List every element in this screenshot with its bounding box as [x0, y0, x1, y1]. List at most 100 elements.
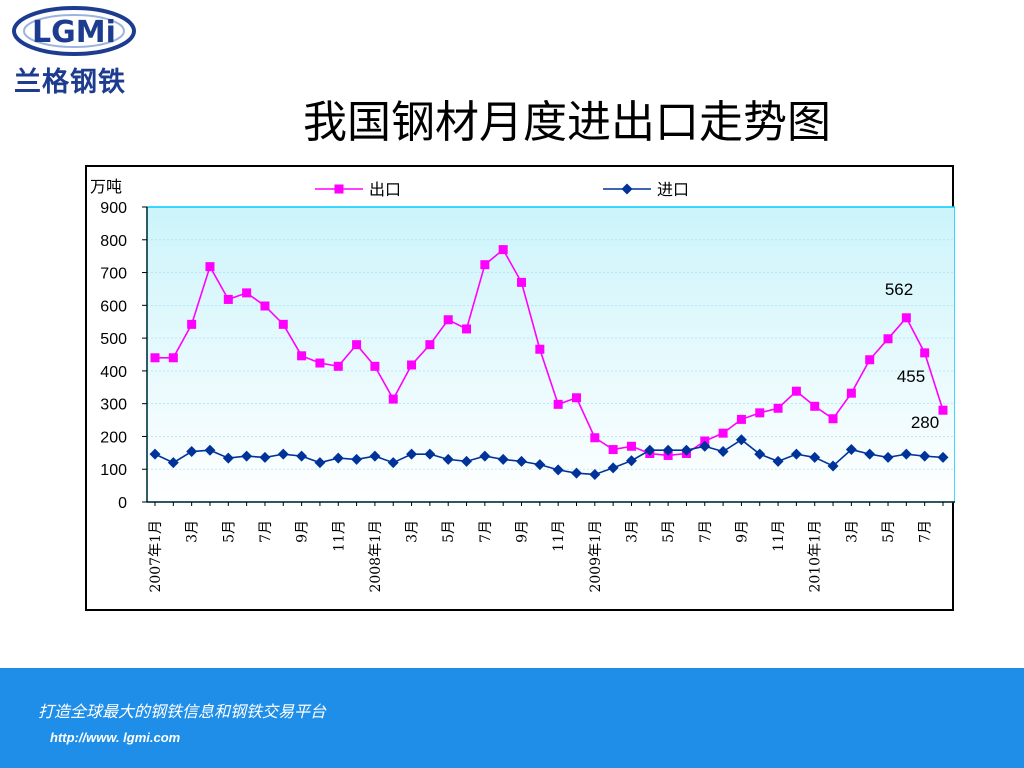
export-point — [498, 245, 508, 255]
export-point — [168, 353, 178, 363]
import-point — [772, 455, 784, 467]
import-point — [864, 448, 876, 460]
x-tick-label: 2010年1月 — [808, 520, 824, 593]
export-point — [901, 313, 911, 323]
export-point — [773, 403, 783, 413]
export-point — [462, 324, 472, 334]
y-tick-label: 700 — [100, 266, 127, 283]
export-point — [718, 428, 728, 438]
y-tick-label: 300 — [100, 397, 127, 414]
x-tick-label: 2009年1月 — [588, 520, 604, 593]
x-tick-label: 5月 — [221, 520, 237, 543]
import-point — [589, 468, 601, 480]
x-tick-label: 7月 — [258, 520, 274, 543]
import-point — [717, 446, 729, 458]
export-point — [810, 401, 820, 411]
import-point — [534, 459, 546, 471]
x-tick-label: 7月 — [478, 520, 494, 543]
x-tick-label: 2007年1月 — [148, 520, 164, 593]
export-point — [571, 393, 581, 403]
import-point — [900, 448, 912, 460]
y-tick-label: 500 — [100, 331, 127, 348]
export-point — [278, 319, 288, 329]
x-tick-label: 9月 — [295, 520, 311, 543]
x-tick-label: 5月 — [661, 520, 677, 543]
data-label: 280 — [911, 413, 939, 432]
brand-name: 兰格钢铁 — [14, 67, 126, 98]
import-point — [406, 448, 418, 460]
import-point — [479, 450, 491, 462]
import-point — [699, 440, 711, 452]
export-point — [352, 340, 362, 350]
import-point — [369, 450, 381, 462]
x-tick-label: 7月 — [698, 520, 714, 543]
export-point — [846, 388, 856, 398]
import-point — [607, 462, 619, 474]
data-label: 562 — [885, 280, 913, 299]
footer-url[interactable]: http://www. lgmi.com — [50, 730, 181, 745]
import-point — [186, 446, 198, 458]
import-point — [809, 451, 821, 463]
y-tick-label: 200 — [100, 429, 127, 446]
data-label: 455 — [897, 367, 925, 386]
export-point — [938, 405, 948, 415]
y-tick-label: 100 — [100, 462, 127, 479]
x-tick-label: 5月 — [881, 520, 897, 543]
export-point — [755, 408, 765, 418]
footer-slogan: 打造全球最大的钢铁信息和钢铁交易平台 — [38, 702, 327, 721]
y-tick-label: 900 — [100, 200, 127, 217]
legend-marker-diamond — [621, 183, 633, 195]
import-point — [314, 457, 326, 469]
import-point — [552, 464, 564, 476]
logo-lettering: LGMi — [32, 15, 116, 50]
export-point — [260, 301, 270, 311]
export-point — [920, 348, 930, 358]
import-point — [790, 448, 802, 460]
export-point — [535, 344, 545, 354]
legend-label: 出口 — [369, 180, 401, 199]
x-tick-label: 3月 — [405, 520, 421, 543]
x-tick-label: 5月 — [441, 520, 457, 543]
x-tick-label: 3月 — [844, 520, 860, 543]
export-point — [333, 361, 343, 371]
x-tick-label: 3月 — [185, 520, 201, 543]
import-point — [680, 444, 692, 456]
export-point — [865, 355, 875, 365]
import-point — [516, 455, 528, 467]
import-point — [497, 453, 509, 465]
export-point — [315, 358, 325, 368]
import-point — [461, 455, 473, 467]
x-tick-label: 11月 — [771, 520, 787, 552]
import-point — [241, 450, 253, 462]
import-point — [424, 448, 436, 460]
export-point — [370, 361, 380, 371]
x-tick-label: 11月 — [551, 520, 567, 552]
export-point — [553, 399, 563, 409]
y-tick-label: 0 — [118, 495, 127, 512]
legend-marker-square — [334, 184, 344, 194]
import-point — [882, 451, 894, 463]
export-point — [388, 394, 398, 404]
import-point — [845, 444, 857, 456]
export-point — [187, 319, 197, 329]
import-point — [222, 452, 234, 464]
import-point — [570, 467, 582, 479]
export-point — [608, 445, 618, 455]
export-point — [150, 353, 160, 363]
import-point — [204, 444, 216, 456]
footer-bar: 打造全球最大的钢铁信息和钢铁交易平台 http://www. lgmi.com — [0, 668, 1024, 768]
x-tick-label: 7月 — [918, 520, 934, 543]
export-point — [425, 340, 435, 350]
export-point — [590, 433, 600, 443]
import-point — [332, 452, 344, 464]
import-point — [625, 455, 637, 467]
import-point — [277, 448, 289, 460]
import-point — [149, 448, 161, 460]
import-point — [662, 444, 674, 456]
import-point — [919, 450, 931, 462]
export-point — [517, 277, 527, 287]
page-title: 我国钢材月度进出口走势图 — [303, 97, 831, 148]
import-point — [754, 448, 766, 460]
import-point — [351, 453, 363, 465]
export-point — [242, 288, 252, 298]
